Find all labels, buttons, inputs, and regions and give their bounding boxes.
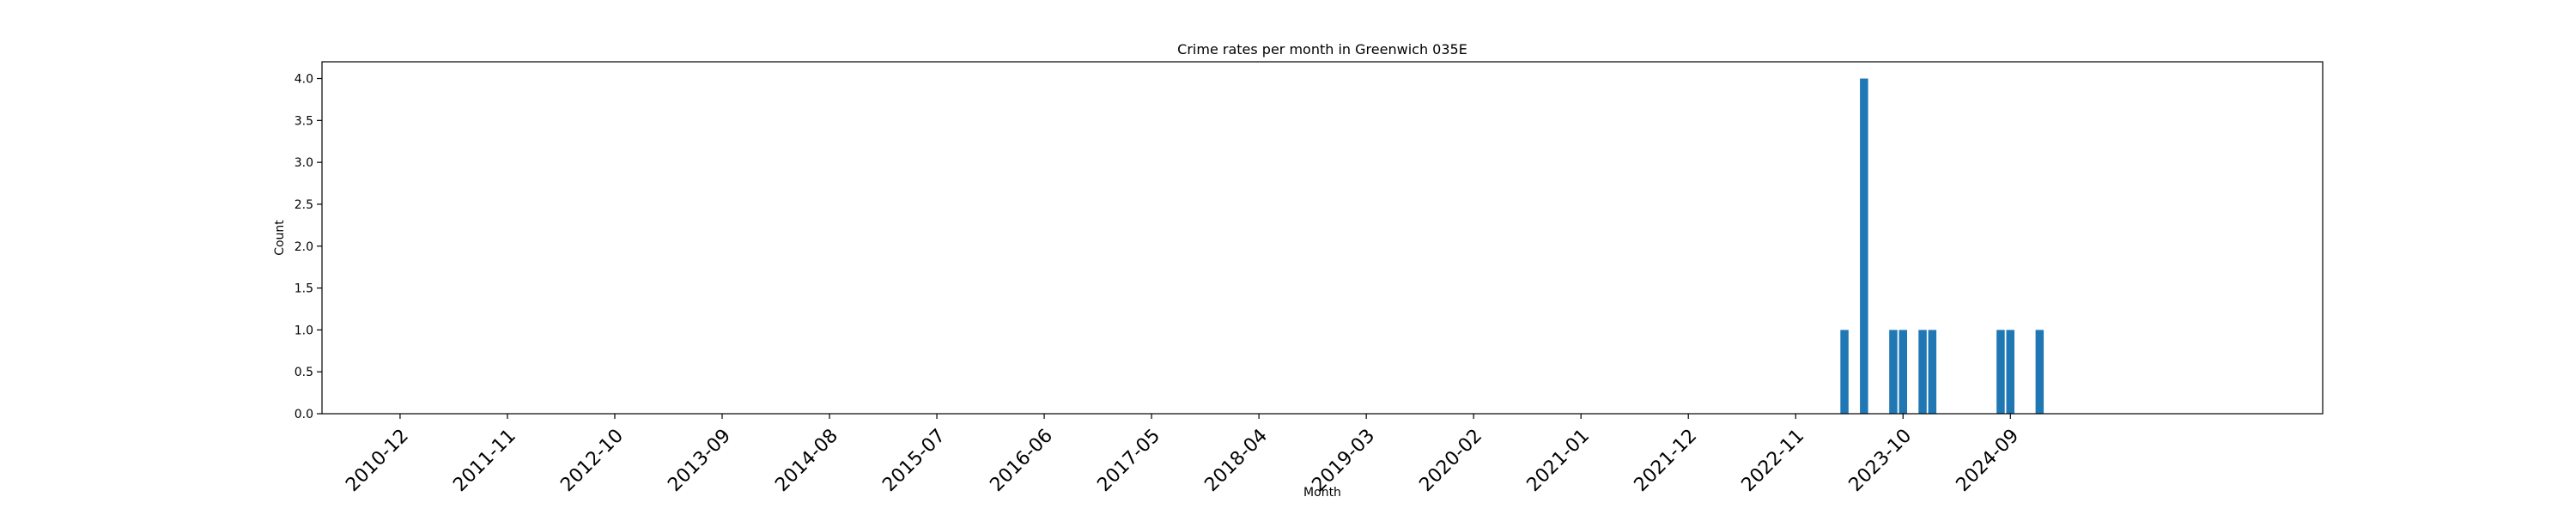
bar <box>2006 330 2014 414</box>
bar <box>1889 330 1898 414</box>
y-tick-label: 2.0 <box>295 240 313 254</box>
y-tick-label: 3.0 <box>295 156 313 170</box>
x-tick-label: 2015-07 <box>878 425 950 496</box>
x-tick-label: 2023-10 <box>1845 425 1917 496</box>
x-tick-label: 2022-11 <box>1738 425 1809 496</box>
y-tick-label: 3.5 <box>295 114 313 128</box>
x-tick-label: 2012-10 <box>556 425 628 496</box>
bar <box>2035 330 2044 414</box>
x-axis-label: Month <box>1303 486 1341 500</box>
bar <box>1996 330 2005 414</box>
x-tick-label: 2021-01 <box>1523 425 1595 496</box>
bar <box>1928 330 1937 414</box>
bar-group <box>1840 78 2044 414</box>
x-tick-label: 2014-08 <box>771 425 842 496</box>
x-tick-label: 2017-05 <box>1093 425 1164 496</box>
y-axis-label: Count <box>273 220 287 256</box>
x-tick-label: 2016-06 <box>986 425 1057 496</box>
x-tick-label: 2020-02 <box>1415 425 1486 496</box>
y-tick-label: 1.5 <box>295 282 313 296</box>
x-axis: 2010-12 2011-11 2012-10 2013-09 2014-08 2015-… <box>342 414 2023 496</box>
bar <box>1840 330 1849 414</box>
bar <box>1860 78 1868 414</box>
y-tick-label: 0.0 <box>295 408 313 421</box>
bar <box>1918 330 1927 414</box>
x-tick-label: 2021-12 <box>1631 425 1702 496</box>
x-tick-label: 2011-11 <box>449 425 520 496</box>
x-tick-label: 2013-09 <box>664 425 735 496</box>
x-tick-label: 2019-03 <box>1308 425 1379 496</box>
y-tick-label: 0.5 <box>295 366 313 379</box>
y-tick-label: 4.0 <box>295 73 313 87</box>
y-axis: 0.0 0.5 1.0 1.5 2.0 2.5 3.0 3.5 4.0 <box>295 73 322 421</box>
plot-frame <box>321 61 2324 415</box>
x-tick-label: 2018-04 <box>1200 425 1272 496</box>
x-tick-label: 2010-12 <box>342 425 413 496</box>
chart-title: Crime rates per month in Greenwich 035E <box>1177 41 1467 58</box>
x-tick-label: 2024-09 <box>1953 425 2024 496</box>
y-tick-label: 2.5 <box>295 198 313 212</box>
bar <box>1899 330 1907 414</box>
y-tick-label: 1.0 <box>295 324 313 337</box>
